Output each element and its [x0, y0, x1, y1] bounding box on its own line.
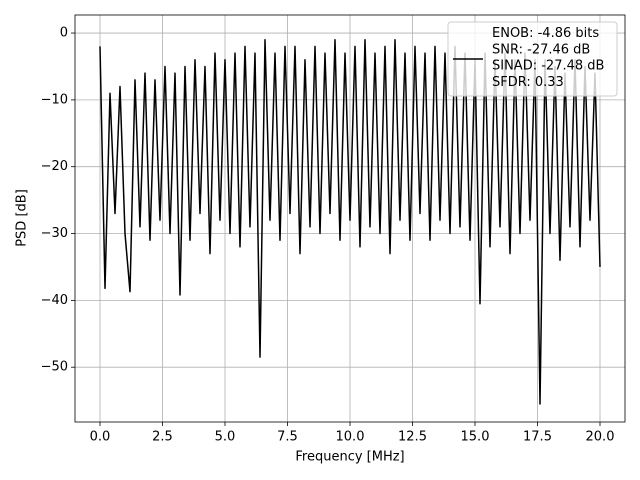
plot-frame [74, 14, 626, 423]
x-tick-label: 12.5 [398, 430, 427, 445]
x-tick-label: 7.5 [277, 430, 298, 445]
x-tick-label: 20.0 [586, 430, 615, 445]
x-tick-label: 15.0 [461, 430, 490, 445]
x-tick-label: 17.5 [523, 430, 552, 445]
x-tick-label: 10.0 [336, 430, 365, 445]
x-tick-label: 5.0 [215, 430, 236, 445]
y-tick-label: −50 [41, 360, 68, 375]
legend: ENOB: -4.86 bits SNR: -27.46 dB SINAD: -27… [447, 21, 618, 97]
y-tick-label: −40 [41, 293, 68, 308]
series-line [99, 38, 601, 405]
x-tick-label: 2.5 [152, 430, 173, 445]
legend-box [447, 21, 618, 97]
y-tick-label: −10 [41, 92, 68, 107]
y-tick-label: 0 [60, 26, 68, 41]
legend-label: ENOB: -4.86 bits SNR: -27.46 dB SINAD: -27… [492, 26, 604, 90]
x-tick-label: 0.0 [90, 430, 111, 445]
x-axis-label: Frequency [MHz] [295, 450, 404, 465]
y-axis-label: PSD [dB] [15, 189, 30, 247]
y-tick-label: −20 [41, 159, 68, 174]
y-tick-label: −30 [41, 226, 68, 241]
